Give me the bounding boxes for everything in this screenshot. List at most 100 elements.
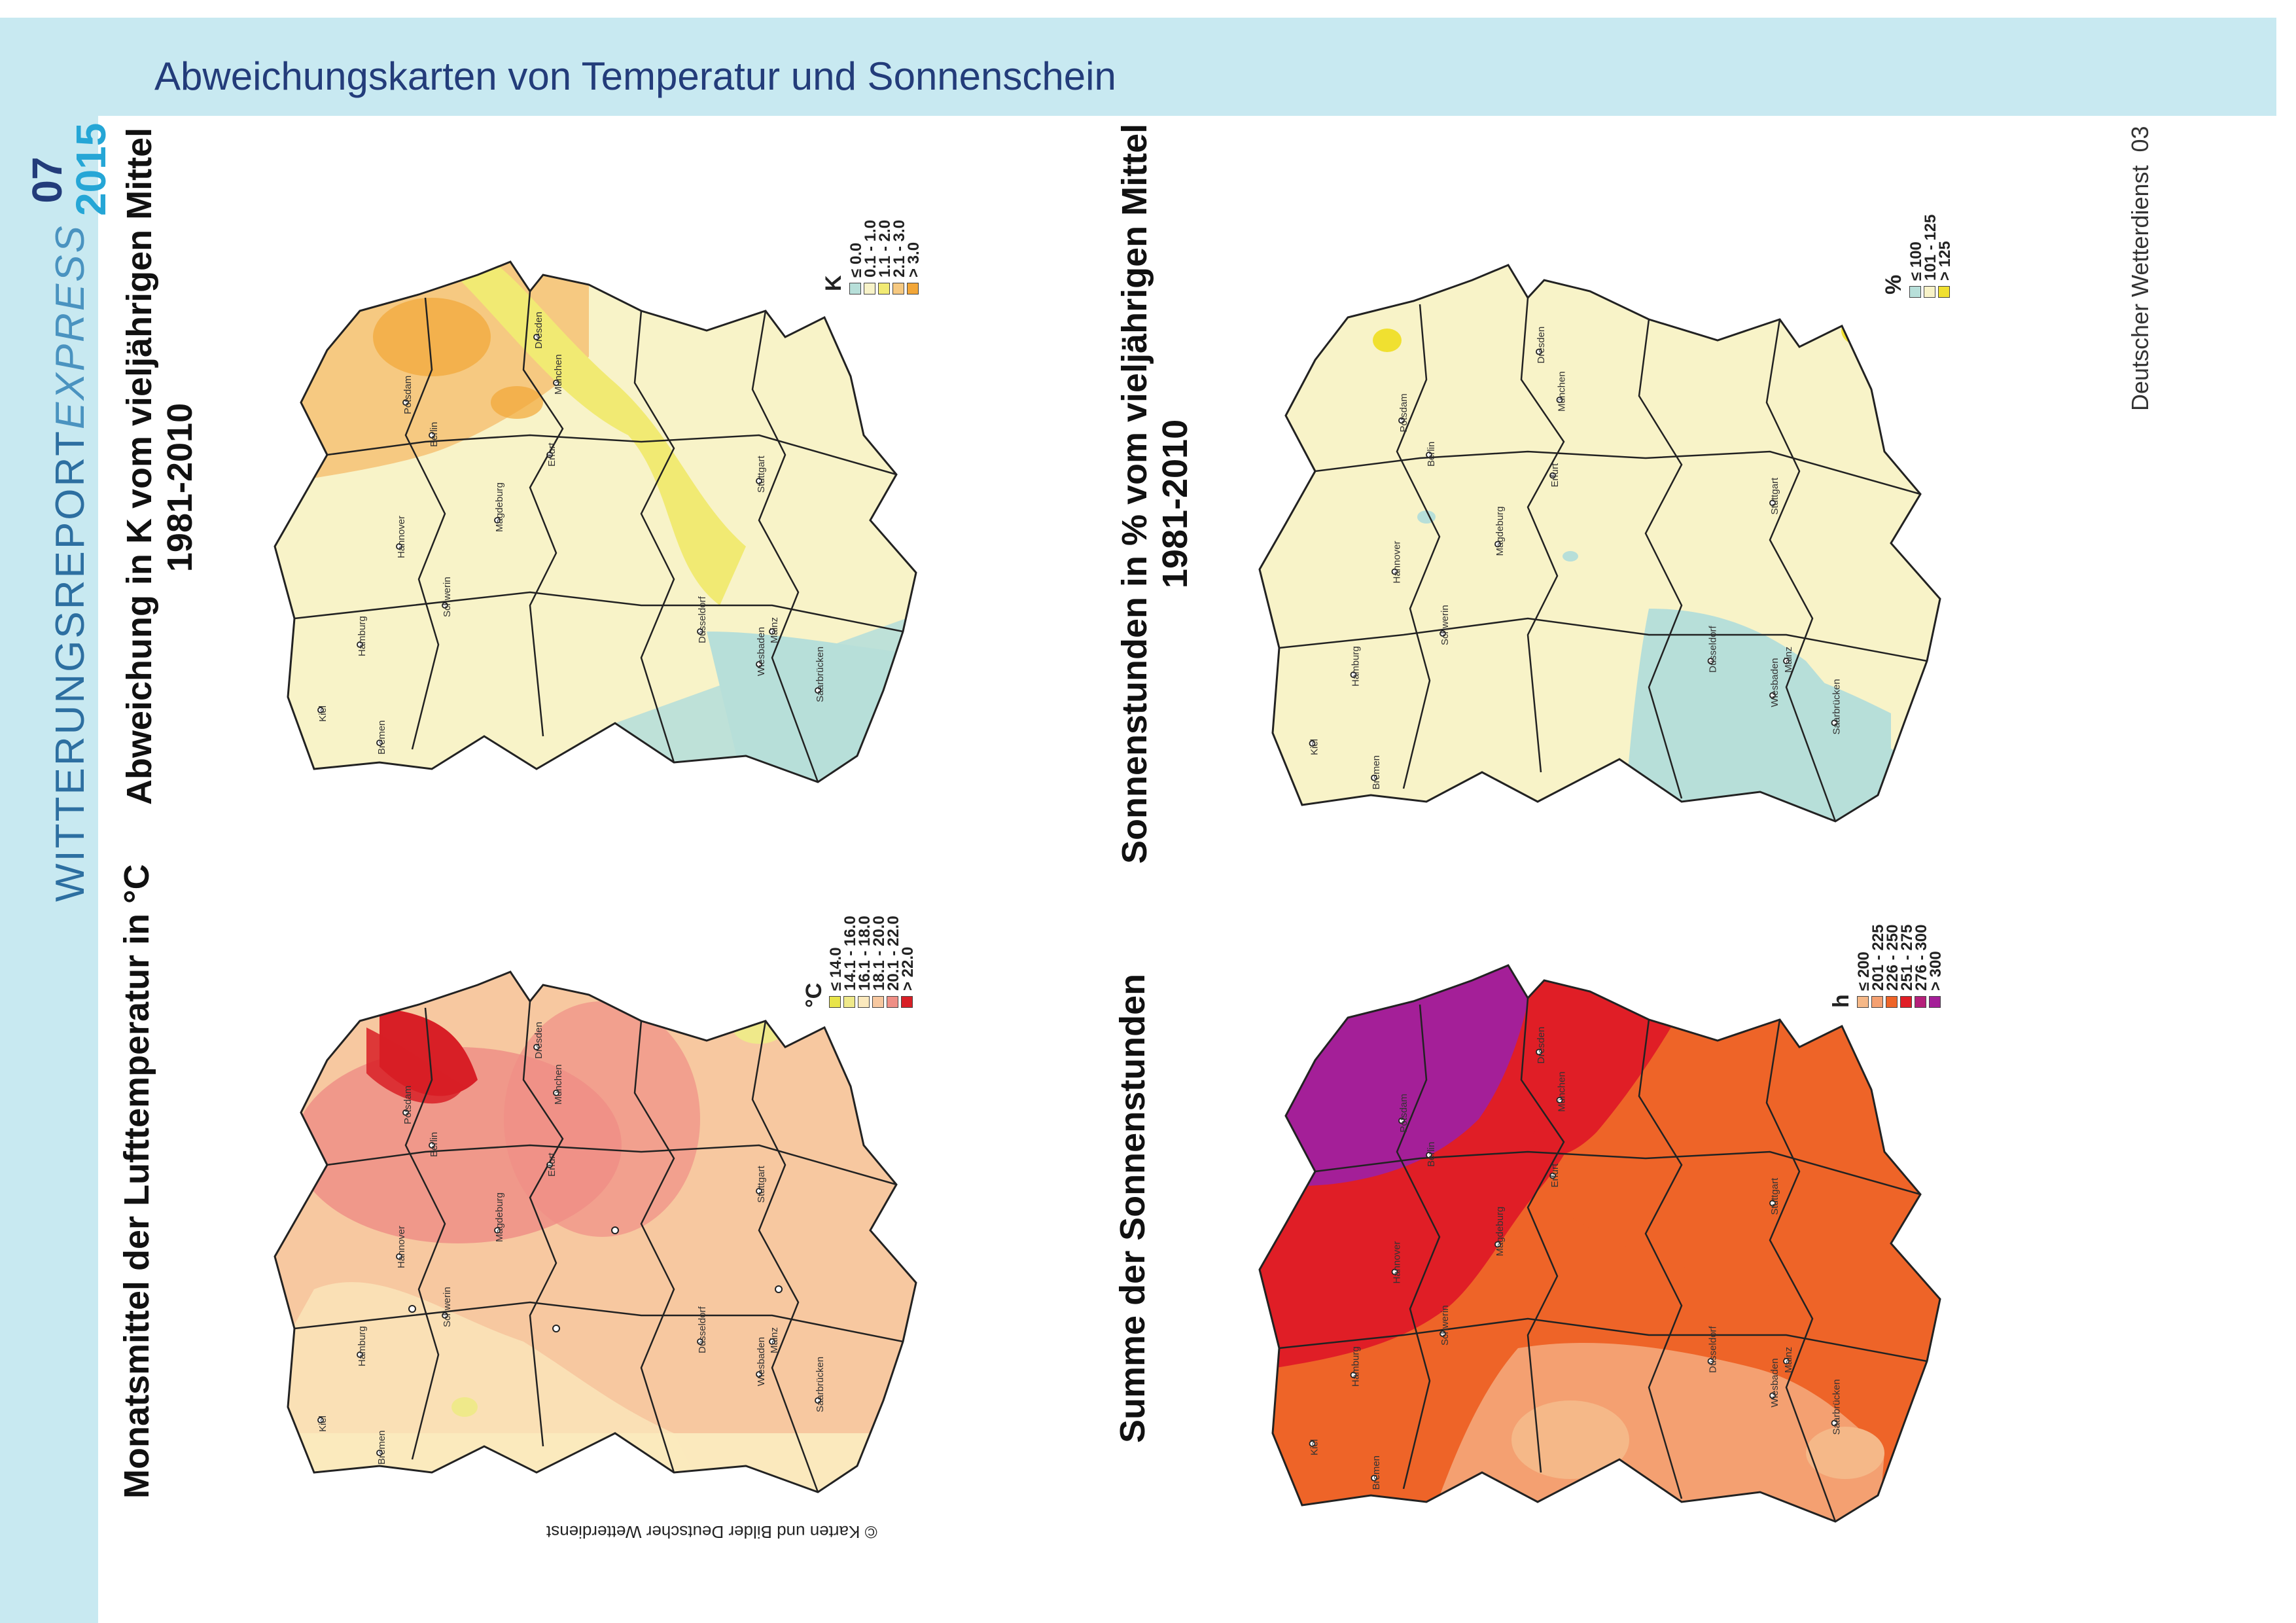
sunshine-anomaly-map-title: Sonnenstunden in % vom vieljährigen Mitt… xyxy=(1114,124,1195,864)
city-label: Mainz xyxy=(1783,647,1794,673)
city-marker xyxy=(396,543,402,550)
city-marker xyxy=(756,478,762,484)
state-borders xyxy=(1279,297,1928,822)
city-label: Düsseldorf xyxy=(1708,1325,1719,1373)
city-marker xyxy=(1769,692,1776,699)
city-marker xyxy=(317,1417,324,1423)
city-marker xyxy=(1707,1358,1714,1364)
germany-outline xyxy=(1258,264,1941,823)
city-marker xyxy=(1350,671,1357,678)
city-marker xyxy=(376,740,383,746)
region-below-100-b xyxy=(1727,661,1891,821)
city-label: Kiel xyxy=(317,705,328,722)
city-marker xyxy=(552,1325,560,1332)
city-marker xyxy=(1783,1358,1790,1364)
city-marker xyxy=(1831,719,1838,726)
city-marker xyxy=(1309,740,1316,747)
city-label: Saarbrücken xyxy=(1831,679,1843,734)
city-marker xyxy=(396,1253,402,1260)
city-label: Schwerin xyxy=(1439,1305,1451,1346)
region-above-22-b xyxy=(366,1027,465,1104)
city-label: Dresden xyxy=(1536,327,1547,364)
region-below-200-b xyxy=(1806,1427,1884,1479)
city-marker xyxy=(697,1338,703,1345)
city-label: Berlin xyxy=(1426,1142,1437,1167)
city-marker xyxy=(1783,658,1790,664)
temp-anomaly-title-line1: Abweichung in K vom vieljährigen Mittel xyxy=(120,127,159,805)
city-label: Kiel xyxy=(317,1416,328,1432)
city-marker xyxy=(1426,1152,1432,1158)
city-label: Erfurt xyxy=(1549,463,1561,488)
city-label: Hannover xyxy=(396,1226,407,1268)
city-label: Erfurt xyxy=(546,442,557,467)
sunshine-map-title: Summe der Sonnenstunden xyxy=(1113,973,1152,1443)
city-label: Mainz xyxy=(769,617,780,643)
city-label: Wiesbaden xyxy=(1769,1358,1780,1407)
city-marker xyxy=(697,628,703,635)
city-label: Magdeburg xyxy=(494,1192,505,1242)
publisher-label: Deutscher Wetterdienst xyxy=(2127,165,2153,411)
city-label: Hamburg xyxy=(357,616,368,656)
city-label: Potsdam xyxy=(1398,1094,1409,1132)
region-above-125-c xyxy=(1680,294,1696,308)
city-marker xyxy=(533,334,540,340)
region-below-100-d xyxy=(1563,551,1578,562)
city-marker xyxy=(769,628,775,635)
city-label: Mainz xyxy=(769,1327,780,1353)
city-marker xyxy=(1439,1330,1446,1337)
city-label: Mainz xyxy=(1783,1347,1794,1373)
temp-anomaly-map-title: Abweichung in K vom vieljährigen Mittel … xyxy=(119,127,200,805)
city-label: Hamburg xyxy=(1351,646,1362,687)
page-title: Abweichungskarten von Temperatur und Son… xyxy=(154,54,1116,98)
city-label: Magdeburg xyxy=(1494,1207,1506,1257)
brand-main: WITTERUNGSREPORT xyxy=(48,429,93,902)
copyright-note: © Karten und Bilder Deutscher Wetterdien… xyxy=(546,1522,877,1542)
city-marker xyxy=(1556,1097,1563,1103)
page-number: 03 xyxy=(2127,126,2153,152)
city-label: Saarbrücken xyxy=(1831,1379,1843,1435)
brand-accent: EXPRESS xyxy=(48,224,93,430)
city-marker xyxy=(442,1312,448,1319)
city-label: Düsseldorf xyxy=(697,1306,708,1353)
city-marker xyxy=(376,1450,383,1456)
city-marker xyxy=(1309,1440,1316,1447)
city-label: Magdeburg xyxy=(494,482,505,532)
temperature-map-title: Monatsmittel der Lufttemperatur in °C xyxy=(117,864,156,1499)
region-below-200 xyxy=(1511,1400,1629,1479)
city-marker xyxy=(317,707,324,713)
city-marker xyxy=(1391,568,1398,575)
city-label: Stuttgart xyxy=(1769,1177,1780,1215)
city-marker xyxy=(442,602,448,609)
city-marker xyxy=(756,661,762,668)
city-marker xyxy=(429,432,435,438)
germany-outline xyxy=(1258,964,1941,1523)
city-label: Saarbrücken xyxy=(815,1357,826,1412)
header-band xyxy=(98,18,2276,116)
city-marker xyxy=(775,1285,783,1293)
city-marker xyxy=(357,641,363,648)
city-marker xyxy=(533,1044,540,1050)
city-label: Hannover xyxy=(1392,541,1403,583)
city-label: Stuttgart xyxy=(756,455,767,493)
city-marker xyxy=(756,1188,762,1194)
city-label: Erfurt xyxy=(1549,1163,1561,1188)
city-marker xyxy=(1371,774,1377,781)
city-marker xyxy=(1350,1372,1357,1378)
sunshine-anomaly-title-line2: 1981-2010 xyxy=(1156,419,1195,589)
city-label: Potsdam xyxy=(402,1086,414,1124)
city-label: Potsdam xyxy=(1398,393,1409,432)
city-label: Bremen xyxy=(1371,755,1382,790)
city-label: Schwerin xyxy=(442,1287,453,1327)
city-marker xyxy=(1769,499,1776,507)
city-label: Schwerin xyxy=(442,577,453,617)
city-marker xyxy=(1549,472,1556,479)
region-14-16-b xyxy=(451,1397,478,1417)
temperature-map: Kiel Hamburg Schwerin Bremen Hannover Berlin P… xyxy=(274,971,917,1493)
sunshine-map: Kiel Hamburg Schwerin Bremen Hannover Berlin P… xyxy=(1258,964,1941,1523)
city-label: Schwerin xyxy=(1439,605,1451,645)
region-14-16 xyxy=(733,1011,785,1044)
city-label: Dresden xyxy=(1536,1027,1547,1064)
city-label: Kiel xyxy=(1309,739,1320,755)
city-marker xyxy=(1398,1117,1405,1124)
city-label: Dresden xyxy=(533,312,544,349)
